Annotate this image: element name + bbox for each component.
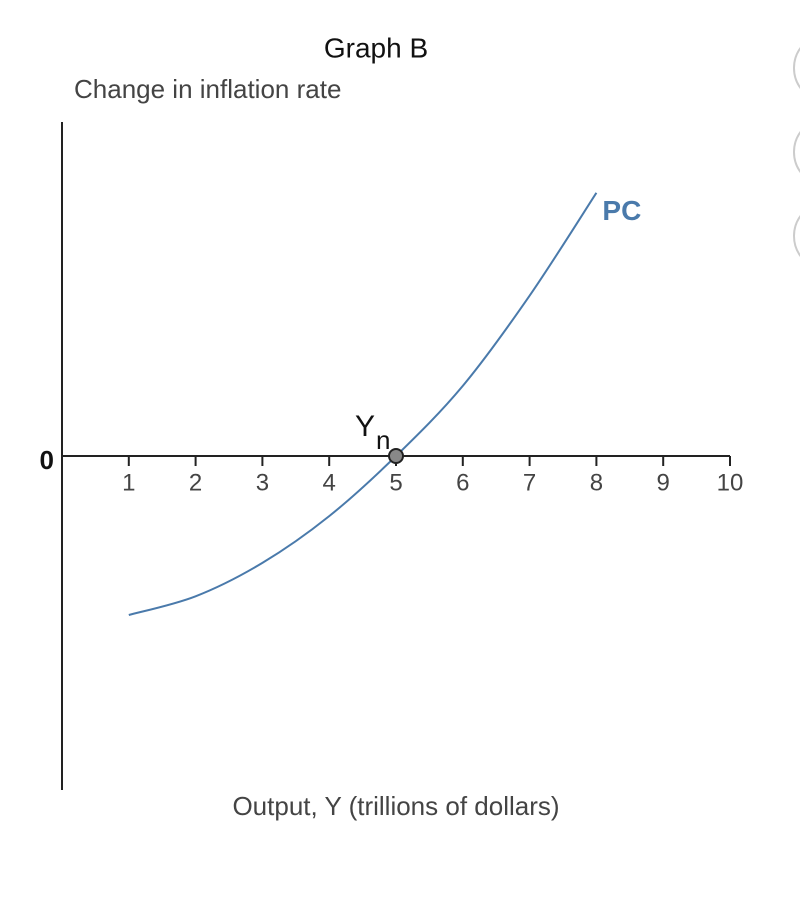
- x-tick-label: 10: [717, 469, 744, 496]
- x-tick-label: 5: [389, 469, 402, 496]
- annotation: Y: [355, 410, 375, 443]
- x-tick-label: 8: [590, 469, 603, 496]
- chart-title: Graph B: [324, 32, 428, 63]
- x-tick-label: 3: [256, 469, 269, 496]
- x-tick-label: 2: [189, 469, 202, 496]
- legend-label: PC: [602, 195, 641, 226]
- y-tick-label: 0: [40, 445, 54, 475]
- point: [388, 448, 404, 464]
- radio-button[interactable]: [793, 202, 800, 270]
- x-tick-label: 1: [122, 469, 135, 496]
- x-axis-label: Output, Y (trillions of dollars): [232, 791, 559, 821]
- annotation-subscript: n: [376, 425, 390, 455]
- x-tick-label: 6: [456, 469, 469, 496]
- x-tick-label: 4: [323, 469, 336, 496]
- x-tick-label: 9: [657, 469, 670, 496]
- y-axis-label: Change in inflation rate: [74, 74, 341, 104]
- curve: [128, 192, 598, 616]
- x-tick-label: 7: [523, 469, 536, 496]
- radio-button[interactable]: [793, 34, 800, 102]
- radio-button[interactable]: [793, 118, 800, 186]
